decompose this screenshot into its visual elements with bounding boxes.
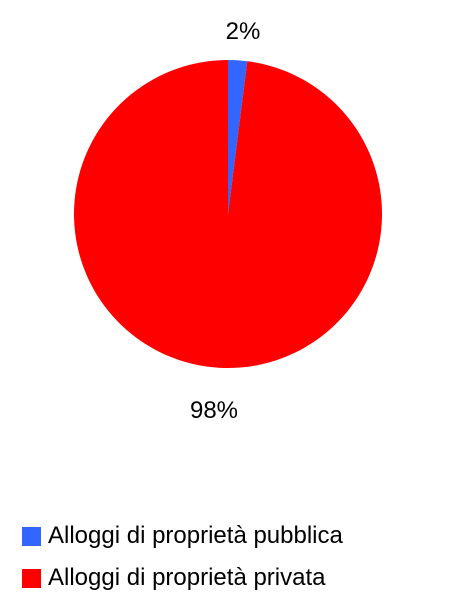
pie-slice-public	[228, 60, 248, 214]
legend-swatch-private	[22, 568, 41, 588]
pie-slices	[74, 59, 383, 368]
data-label-private: 98%	[190, 397, 238, 424]
legend-label-private: Alloggi di proprietà privata	[48, 564, 326, 591]
legend-item-private: Alloggi di proprietà privata	[22, 557, 343, 599]
legend-swatch-public	[22, 526, 41, 546]
legend-label-public: Alloggi di proprietà pubblica	[48, 522, 343, 549]
legend: Alloggi di proprietà pubblica Alloggi di…	[22, 515, 343, 599]
data-label-public: 2%	[226, 18, 261, 45]
pie-slice-private	[74, 59, 383, 368]
legend-item-public: Alloggi di proprietà pubblica	[22, 515, 343, 557]
